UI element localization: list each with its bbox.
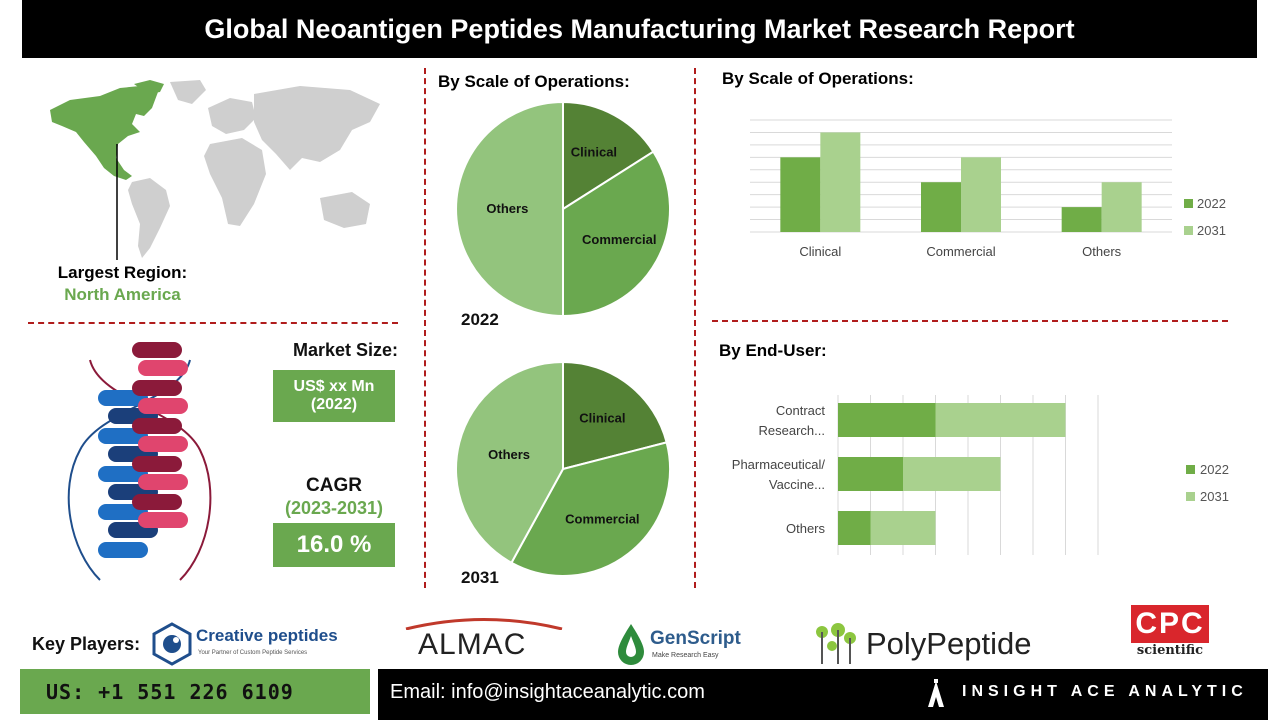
- pie-slice-clinical: [562, 360, 668, 471]
- bar-others-2031: [1101, 182, 1142, 232]
- legend-swatch-2022: [1186, 465, 1195, 474]
- polypeptide-name: PolyPeptide: [866, 626, 1032, 661]
- creative-peptides-tagline: Your Partner of Custom Peptide Services: [198, 650, 308, 656]
- x-tick-clinical: Clinical: [799, 244, 841, 259]
- bar-commercial-2022: [921, 182, 961, 232]
- market-size-value: US$ xx Mn: [293, 378, 375, 395]
- pie-label-commercial: Commercial: [565, 512, 639, 527]
- scale-bar-title: By Scale of Operations:: [722, 69, 914, 88]
- pie-slice-commercial: [562, 150, 671, 318]
- brand-name: INSIGHT ACE ANALYTIC: [962, 683, 1248, 700]
- bar-row2-2022: [838, 511, 871, 545]
- pie-label-others: Others: [486, 201, 528, 216]
- genscript-logo: GenScript Make Research Easy: [616, 620, 756, 668]
- largest-region-label: Largest Region:: [57, 263, 188, 282]
- genscript-name: GenScript: [650, 628, 741, 649]
- phone-text[interactable]: US: +1 551 226 6109: [46, 679, 294, 704]
- enduser-bar-title: By End-User:: [719, 341, 827, 360]
- divider-right-h: [712, 320, 1228, 322]
- pie-slice-clinical: [562, 100, 655, 211]
- bar-others-2022: [1061, 207, 1102, 232]
- cagr-period: (2023-2031): [284, 498, 384, 518]
- genscript-drop-icon: [618, 624, 644, 665]
- phone-bar: US: +1 551 226 6109: [20, 669, 370, 714]
- legend-swatch-2022: [1184, 199, 1193, 208]
- pie-label-clinical: Clinical: [579, 410, 625, 425]
- cpc-mark: CPC: [1131, 605, 1209, 643]
- legend-label-2031: 2031: [1200, 489, 1229, 504]
- bar-row0-2031: [935, 403, 1066, 437]
- key-players-label: Key Players:: [32, 634, 141, 654]
- almac-arc-icon: [405, 618, 563, 630]
- legend-label-2022: 2022: [1197, 196, 1226, 211]
- scale-of-operations-bar-chart: Clinical Commercial Others 2022 2031: [750, 119, 1226, 259]
- legend-label-2022: 2022: [1200, 462, 1229, 477]
- genscript-tagline: Make Research Easy: [652, 652, 719, 659]
- y-tick-row1: Vaccine...: [769, 477, 825, 492]
- bar-row1-2022: [838, 457, 903, 491]
- y-tick-row1: Pharmaceutical/: [732, 457, 826, 472]
- pie-slice-commercial: [510, 441, 671, 577]
- email-text[interactable]: Email: info@insightaceanalytic.com: [390, 681, 705, 703]
- pie-2031-caption: 2031: [461, 568, 499, 587]
- bar-row0-2022: [838, 403, 936, 437]
- creative-peptides-name: Creative peptides: [196, 626, 338, 645]
- bar-commercial-2031: [961, 157, 1001, 232]
- legend-label-2031: 2031: [1197, 223, 1226, 238]
- x-tick-others: Others: [1082, 244, 1122, 259]
- cagr-label: CAGR: [306, 475, 362, 496]
- peptide-helix-image: [67, 342, 212, 581]
- pie-2022-caption: 2022: [461, 310, 499, 329]
- cpc-scientific-logo: CPC scientific: [1130, 605, 1210, 661]
- polypeptide-icon: [816, 623, 856, 664]
- legend-swatch-2031: [1186, 492, 1195, 501]
- report-title: Global Neoantigen Peptides Manufacturing…: [22, 0, 1257, 58]
- creative-peptides-icon: [152, 622, 192, 666]
- pie-label-others: Others: [488, 447, 530, 462]
- legend-swatch-2031: [1184, 226, 1193, 235]
- y-tick-row0: Contract: [776, 403, 826, 418]
- end-user-bar-chart: Contract Research... Pharmaceutical/Vaccin…: [732, 395, 1229, 555]
- insight-ace-logo-icon: [928, 679, 944, 707]
- pie-label-commercial: Commercial: [582, 232, 656, 247]
- creative-peptides-logo: Creative peptides Your Partner of Custom…: [152, 620, 338, 668]
- pie-chart-2022: Clinical Commercial Others: [455, 100, 671, 318]
- bar-clinical-2022: [780, 157, 821, 232]
- world-map: [50, 80, 380, 260]
- largest-region-value: North America: [64, 285, 181, 304]
- footer-bar: Email: info@insightaceanalytic.com INSIG…: [378, 669, 1268, 720]
- pie-slice-others: [455, 360, 564, 565]
- pie-chart-2031: Clinical Commercial Others: [455, 360, 671, 577]
- divider-right: [694, 68, 696, 588]
- pie-section-title: By Scale of Operations:: [438, 72, 630, 91]
- market-size-year: (2022): [310, 396, 358, 413]
- x-tick-commercial: Commercial: [926, 244, 995, 259]
- bar-row1-2031: [903, 457, 1001, 491]
- bar-clinical-2031: [820, 132, 861, 232]
- y-tick-row0: Research...: [759, 423, 825, 438]
- almac-name: ALMAC: [418, 628, 527, 661]
- market-size-box: US$ xx Mn (2022): [273, 370, 395, 422]
- cpc-subtitle: scientific: [1136, 643, 1204, 658]
- divider-left-h: [28, 322, 398, 324]
- pie-label-clinical: Clinical: [571, 145, 617, 160]
- bar-row2-2031: [870, 511, 936, 545]
- pie-slice-others: [455, 100, 564, 318]
- divider-left: [424, 68, 426, 588]
- almac-logo: ALMAC: [404, 616, 564, 664]
- market-size-label: Market Size:: [292, 340, 398, 360]
- polypeptide-logo: PolyPeptide: [810, 622, 1050, 666]
- north-america-shape: [50, 86, 158, 180]
- y-tick-row2: Others: [786, 521, 826, 536]
- cagr-value: 16.0 %: [273, 523, 395, 567]
